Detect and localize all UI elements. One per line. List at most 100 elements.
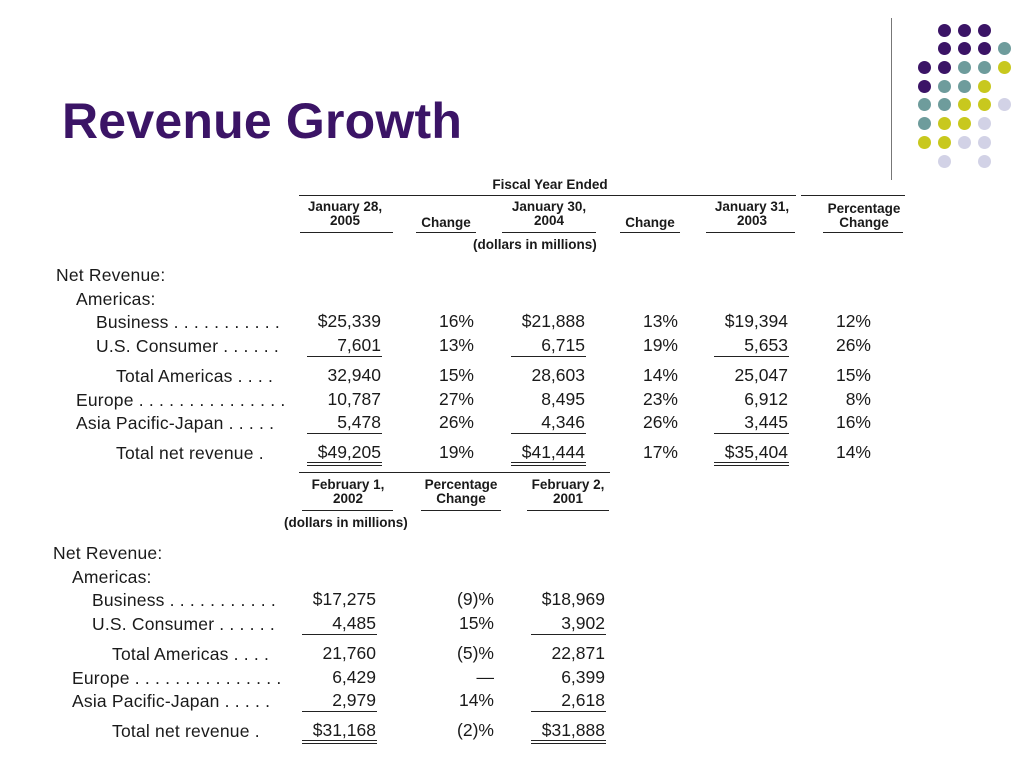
table-cell: 25,047 — [734, 365, 788, 385]
subsection-label: Americas: — [72, 567, 152, 587]
table-cell: 14% — [642, 365, 678, 385]
table-cell: 5,478 — [337, 412, 381, 432]
subtotal-rule — [307, 433, 382, 434]
row-label: Total net revenue . — [116, 443, 264, 463]
col-header: January 30, 2004 — [511, 199, 587, 229]
table-cell: 15% — [835, 365, 871, 385]
decorative-dot — [978, 61, 991, 74]
table-cell: (2)% — [457, 720, 494, 740]
decorative-dot — [978, 155, 991, 168]
subtotal-rule — [307, 356, 382, 357]
table-cell: $49,205 — [317, 442, 381, 462]
decorative-dot — [958, 136, 971, 149]
total-double-rule — [714, 462, 789, 466]
decorative-dot — [958, 98, 971, 111]
decorative-dot — [938, 155, 951, 168]
header-underline — [302, 510, 393, 511]
col-header: Percentage Change — [424, 477, 498, 507]
subtotal-rule — [714, 433, 789, 434]
slide-title: Revenue Growth — [62, 93, 463, 149]
decorative-dot — [958, 80, 971, 93]
decorative-dot — [998, 42, 1011, 55]
table-cell: $41,444 — [521, 442, 585, 462]
section-label: Net Revenue: — [56, 265, 166, 285]
table-cell: $19,394 — [724, 311, 788, 331]
table-cell: 19% — [642, 335, 678, 355]
table-cell: (9)% — [457, 589, 494, 609]
table-cell: 14% — [835, 442, 871, 462]
decorative-dot-grid — [0, 0, 1024, 180]
header-underline — [300, 232, 393, 233]
table-cell: 14% — [458, 690, 494, 710]
units-note: (dollars in millions) — [473, 237, 597, 252]
header-underline — [706, 232, 795, 233]
col-header: January 31, 2003 — [714, 199, 790, 229]
decorative-dot — [958, 24, 971, 37]
col-header: Change — [421, 215, 471, 230]
total-double-rule — [307, 462, 382, 466]
decorative-dot — [938, 98, 951, 111]
table-cell: 3,445 — [744, 412, 788, 432]
decorative-dot — [978, 42, 991, 55]
table-cell: 19% — [438, 442, 474, 462]
decorative-dot — [938, 117, 951, 130]
table-cell: (5)% — [457, 643, 494, 663]
decorative-divider — [891, 18, 892, 180]
table-cell: 8,495 — [541, 389, 585, 409]
table-cell: $17,275 — [312, 589, 376, 609]
decorative-dot — [978, 117, 991, 130]
table-cell: 8% — [845, 389, 871, 409]
decorative-dot — [918, 117, 931, 130]
decorative-dot — [938, 24, 951, 37]
table-cell: 16% — [835, 412, 871, 432]
decorative-dot — [938, 136, 951, 149]
subtotal-rule — [302, 634, 377, 635]
table-cell: 4,346 — [541, 412, 585, 432]
row-label: Asia Pacific-Japan . . . . . — [72, 691, 271, 711]
total-double-rule — [531, 740, 606, 744]
table-cell: 16% — [438, 311, 474, 331]
decorative-dot — [958, 42, 971, 55]
row-label: U.S. Consumer . . . . . . — [92, 614, 275, 634]
table-cell: $35,404 — [724, 442, 788, 462]
decorative-dot — [978, 136, 991, 149]
header-underline — [527, 510, 609, 511]
table-cell: 6,912 — [744, 389, 788, 409]
table-cell: 4,485 — [332, 613, 376, 633]
row-label: Asia Pacific-Japan . . . . . — [76, 413, 275, 433]
table-cell: $31,168 — [312, 720, 376, 740]
total-double-rule — [302, 740, 377, 744]
table-cell: 5,653 — [744, 335, 788, 355]
table-cell: 2,979 — [332, 690, 376, 710]
decorative-dot — [958, 61, 971, 74]
subtotal-rule — [302, 711, 377, 712]
table-cell: $25,339 — [317, 311, 381, 331]
table-cell: 28,603 — [531, 365, 585, 385]
units-note: (dollars in millions) — [284, 515, 408, 530]
table-cell: 3,902 — [561, 613, 605, 633]
row-label: Europe . . . . . . . . . . . . . . . — [76, 390, 286, 410]
header-underline — [416, 232, 476, 233]
decorative-dot — [978, 24, 991, 37]
total-double-rule — [511, 462, 586, 466]
group-header: Fiscal Year Ended — [492, 177, 608, 192]
decorative-dot — [958, 117, 971, 130]
table-cell: $18,969 — [541, 589, 605, 609]
header-rule — [299, 195, 796, 196]
table-cell: $31,888 — [541, 720, 605, 740]
table-cell: 26% — [835, 335, 871, 355]
table-cell: 13% — [438, 335, 474, 355]
table-cell: 26% — [642, 412, 678, 432]
row-label: Total Americas . . . . — [112, 644, 270, 664]
header-rule — [801, 195, 905, 196]
table-cell: 6,715 — [541, 335, 585, 355]
table-cell: 32,940 — [327, 365, 381, 385]
col-header: Change — [625, 215, 675, 230]
subsection-label: Americas: — [76, 289, 156, 309]
decorative-dot — [918, 61, 931, 74]
table-cell: 6,399 — [561, 667, 605, 687]
table-cell: 22,871 — [551, 643, 605, 663]
table-cell: 26% — [438, 412, 474, 432]
